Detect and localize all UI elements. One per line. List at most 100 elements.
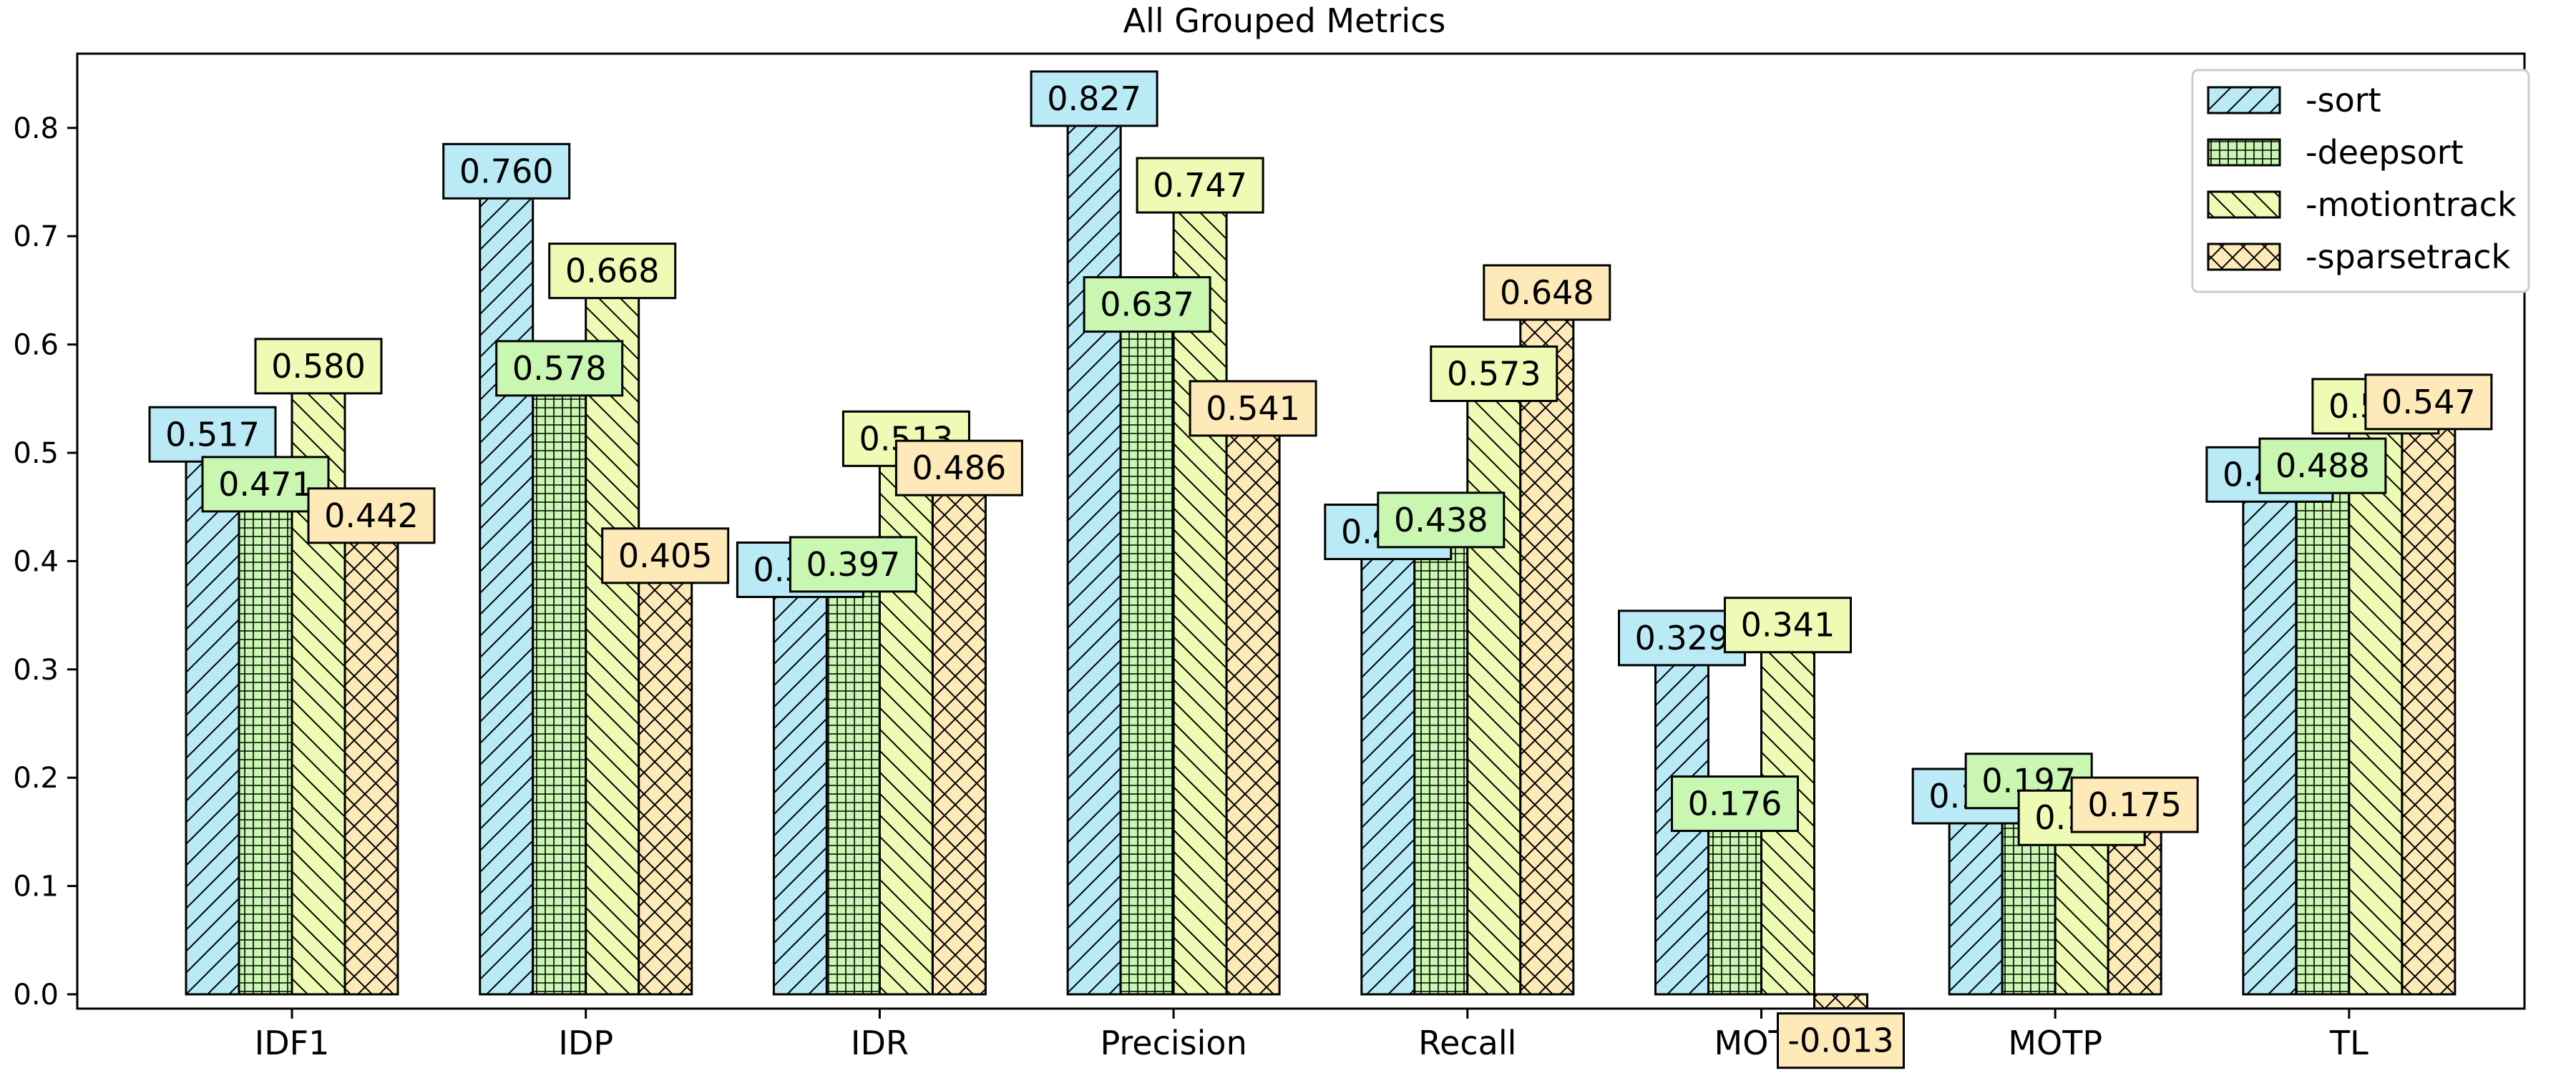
data-label: 0.547: [2364, 373, 2493, 431]
bar: [238, 483, 293, 996]
svg-text:0.760: 0.760: [459, 152, 554, 190]
data-label: 0.397: [789, 536, 917, 593]
bar: [931, 466, 987, 996]
legend-entry: -deepsort: [2207, 133, 2464, 172]
data-label: 0.438: [1377, 491, 1506, 549]
data-label: -0.013: [1777, 1012, 1905, 1069]
data-label: 0.488: [2258, 437, 2387, 494]
data-label: 0.827: [1030, 70, 1158, 127]
svg-text:-0.013: -0.013: [1787, 1021, 1893, 1060]
x-tick-label: MOTP: [2008, 1024, 2102, 1062]
y-tick-label: 0.2: [13, 762, 59, 795]
y-tick-label: 0.6: [13, 329, 59, 362]
bar: [1119, 303, 1175, 996]
data-label: 0.760: [442, 142, 571, 200]
bar: [185, 433, 240, 996]
bar: [343, 514, 399, 996]
data-label: 0.517: [148, 406, 277, 463]
svg-text:0.341: 0.341: [1741, 606, 1835, 645]
svg-text:0.573: 0.573: [1447, 354, 1541, 393]
data-label: 0.573: [1430, 345, 1558, 402]
y-tick-label: 0.7: [13, 220, 59, 253]
svg-text:0.329: 0.329: [1635, 619, 1729, 657]
svg-text:0.397: 0.397: [806, 545, 901, 584]
svg-text:0.580: 0.580: [271, 347, 366, 386]
bar: [1225, 407, 1281, 996]
svg-text:0.438: 0.438: [1394, 501, 1488, 539]
bar: [638, 554, 693, 996]
svg-text:0.488: 0.488: [2275, 446, 2370, 485]
bar: [1519, 291, 1575, 996]
legend: -sort -deepsort -motiontrack -sparsetrack: [2191, 69, 2530, 293]
bar: [1413, 519, 1469, 996]
data-labels: 0.5170.7600.3920.8270.4270.3290.1830.480…: [148, 70, 2493, 1069]
bar: [2348, 405, 2404, 996]
svg-text:0.176: 0.176: [1688, 785, 1782, 823]
svg-text:0.442: 0.442: [324, 496, 419, 535]
svg-text:0.486: 0.486: [912, 449, 1007, 487]
y-tick-label: 0.3: [13, 654, 59, 687]
plot-frame: [76, 52, 2526, 1010]
y-tick-label: 0.5: [13, 437, 59, 470]
y-tick-label: 0.4: [13, 545, 59, 578]
svg-text:0.405: 0.405: [618, 536, 713, 575]
bars-layer: [185, 97, 2457, 1010]
x-tick-label: IDP: [558, 1024, 613, 1062]
legend-entry: -sparsetrack: [2207, 237, 2511, 276]
legend-frame: [2191, 69, 2530, 293]
data-label: 0.471: [201, 456, 330, 513]
svg-text:0.547: 0.547: [2381, 383, 2476, 421]
bar: [532, 367, 587, 996]
x-tick-label: IDF1: [255, 1024, 330, 1062]
svg-text:0.471: 0.471: [218, 465, 313, 504]
bar: [1813, 993, 1868, 1010]
bar: [1360, 531, 1416, 996]
y-tick-label: 0.0: [13, 979, 59, 1011]
x-tick-label: TL: [2329, 1024, 2368, 1062]
bar: [2242, 473, 2298, 996]
bar: [2401, 401, 2457, 996]
data-label: 0.176: [1671, 775, 1799, 833]
data-label: 0.541: [1189, 380, 1317, 437]
bar: [878, 437, 934, 996]
svg-text:0.668: 0.668: [565, 252, 660, 290]
x-tick-label: IDR: [851, 1024, 909, 1062]
data-label: 0.442: [307, 487, 436, 544]
bar: [1707, 803, 1762, 996]
data-label: 0.341: [1724, 597, 1852, 654]
bar: [772, 569, 828, 996]
bar: [825, 563, 881, 996]
svg-text:0.517: 0.517: [165, 415, 260, 454]
legend-entry: -sort: [2207, 81, 2381, 119]
svg-text:-deepsort: -deepsort: [2306, 133, 2464, 172]
svg-text:0.637: 0.637: [1100, 285, 1194, 324]
bar: [1948, 795, 2004, 996]
svg-text:0.827: 0.827: [1047, 79, 1141, 118]
svg-text:0.175: 0.175: [2087, 785, 2182, 824]
y-tick-label: 0.8: [13, 112, 59, 145]
svg-text:0.578: 0.578: [512, 349, 607, 388]
bar: [2054, 816, 2109, 996]
chart-title: All Grouped Metrics: [1123, 1, 1446, 40]
x-tick-label: Recall: [1418, 1024, 1516, 1062]
svg-text:0.541: 0.541: [1206, 389, 1300, 428]
bar: [479, 170, 535, 996]
x-tick-label: Precision: [1100, 1024, 1246, 1062]
data-label: 0.486: [894, 439, 1023, 496]
svg-text:-sparsetrack: -sparsetrack: [2306, 237, 2511, 276]
svg-text:-sort: -sort: [2306, 81, 2381, 119]
data-label: 0.648: [1483, 264, 1611, 321]
bar: [1466, 372, 1522, 996]
data-label: 0.747: [1136, 157, 1264, 214]
data-label: 0.580: [254, 338, 383, 395]
y-tick-label: 0.1: [13, 871, 59, 903]
bar: [2295, 464, 2351, 996]
svg-text:-motiontrack: -motiontrack: [2306, 185, 2517, 224]
legend-entry: -motiontrack: [2207, 185, 2517, 224]
data-label: 0.405: [601, 527, 730, 584]
bar: [1066, 97, 1122, 996]
svg-text:0.648: 0.648: [1500, 273, 1594, 312]
data-label: 0.668: [548, 242, 677, 300]
svg-text:0.747: 0.747: [1153, 166, 1247, 205]
